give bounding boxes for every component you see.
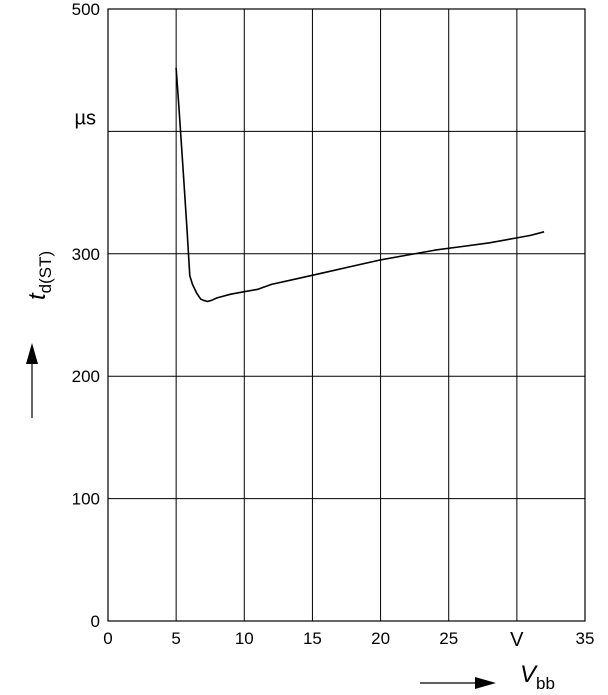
y-axis-title: td(ST): [24, 251, 55, 300]
x-tick-label: 15: [303, 629, 322, 648]
x-tick-label: 0: [103, 629, 112, 648]
x-tick-label: 20: [371, 629, 390, 648]
y-unit-label: µs: [74, 107, 96, 129]
x-tick-labels: 0 5 10 15 20 25 35: [103, 629, 594, 648]
plot-frame: [107, 8, 586, 622]
y-axis-subscript: d(ST): [36, 251, 55, 294]
y-tick-label: 500: [72, 0, 100, 19]
x-tick-label: 10: [235, 629, 254, 648]
x-tick-label: 5: [171, 629, 180, 648]
y-tick-label: 200: [72, 367, 100, 386]
y-tick-label: 0: [91, 612, 100, 631]
x-axis-arrow: [420, 677, 496, 689]
x-tick-label: 35: [576, 629, 595, 648]
series-line-td-st: [175, 67, 545, 303]
x-axis-subscript: bb: [536, 674, 555, 693]
x-tick-label: 25: [439, 629, 458, 648]
x-unit-label: V: [510, 629, 524, 651]
y-tick-labels: 0 100 200 300 500: [72, 0, 100, 631]
y-axis-symbol: t: [24, 292, 51, 300]
y-axis-arrow: [26, 343, 38, 418]
x-axis-title: Vbb: [520, 661, 555, 693]
grid-lines: [108, 9, 585, 621]
y-tick-label: 100: [72, 490, 100, 509]
y-tick-label: 300: [72, 245, 100, 264]
x-axis-symbol: V: [520, 661, 538, 688]
